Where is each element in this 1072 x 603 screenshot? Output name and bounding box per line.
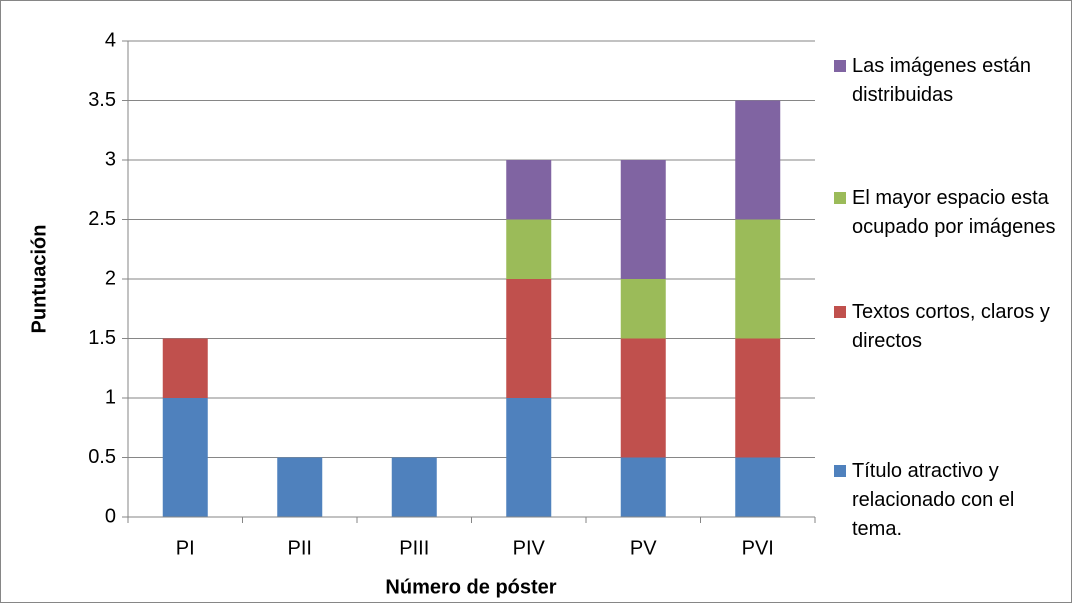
legend-label: El mayor espacio esta ocupado por imágen… bbox=[852, 187, 1056, 238]
bar-segment bbox=[162, 398, 208, 517]
y-tick-label: 0 bbox=[105, 505, 116, 527]
bar-segment bbox=[506, 160, 552, 220]
x-tick-label: PI bbox=[176, 537, 195, 559]
legend-swatch bbox=[834, 306, 846, 318]
y-tick-label: 3.5 bbox=[88, 89, 116, 111]
x-tick-label: PV bbox=[630, 537, 657, 559]
bar-segment bbox=[620, 160, 666, 279]
bar-segment bbox=[735, 219, 781, 339]
y-tick-label: 4 bbox=[105, 29, 116, 51]
bar-segment bbox=[506, 279, 552, 398]
bar-segment bbox=[620, 279, 666, 339]
bar-segment bbox=[506, 219, 552, 279]
bar-segment bbox=[620, 338, 666, 458]
y-tick-label: 1 bbox=[105, 386, 116, 408]
y-axis-title: Puntuación bbox=[28, 225, 50, 334]
bar-segment bbox=[735, 100, 781, 220]
legend-item: El mayor espacio esta ocupado por imágen… bbox=[834, 184, 1066, 242]
bar-segment bbox=[506, 398, 552, 517]
x-tick-label: PII bbox=[288, 537, 312, 559]
y-tick-label: 0.5 bbox=[88, 446, 116, 468]
y-tick-label: 2 bbox=[105, 267, 116, 289]
legend-swatch bbox=[834, 60, 846, 72]
legend-label: Las imágenes están distribuidas bbox=[852, 55, 1032, 106]
bar-segment bbox=[277, 457, 323, 517]
x-tick-label: PIII bbox=[399, 537, 429, 559]
legend-swatch bbox=[834, 192, 846, 204]
x-tick-label: PIV bbox=[513, 537, 546, 559]
y-tick-label: 3 bbox=[105, 148, 116, 170]
legend-item: Las imágenes están distribuidas bbox=[834, 52, 1066, 110]
y-tick-label: 1.5 bbox=[88, 327, 116, 349]
legend-item: Textos cortos, claros y directos bbox=[834, 298, 1066, 356]
legend-label: Título atractivo y relacionado con el te… bbox=[852, 460, 1015, 540]
bar-segment bbox=[735, 457, 781, 517]
x-tick-label: PVI bbox=[742, 537, 774, 559]
legend-swatch bbox=[834, 465, 846, 477]
bar-segment bbox=[391, 457, 437, 517]
bar-segment bbox=[735, 338, 781, 458]
bar-segment bbox=[620, 457, 666, 517]
y-tick-label: 2.5 bbox=[88, 208, 116, 230]
bar-segment bbox=[162, 338, 208, 398]
legend-label: Textos cortos, claros y directos bbox=[852, 301, 1050, 352]
x-axis-title: Número de póster bbox=[385, 576, 556, 598]
legend-item: Título atractivo y relacionado con el te… bbox=[834, 457, 1066, 544]
